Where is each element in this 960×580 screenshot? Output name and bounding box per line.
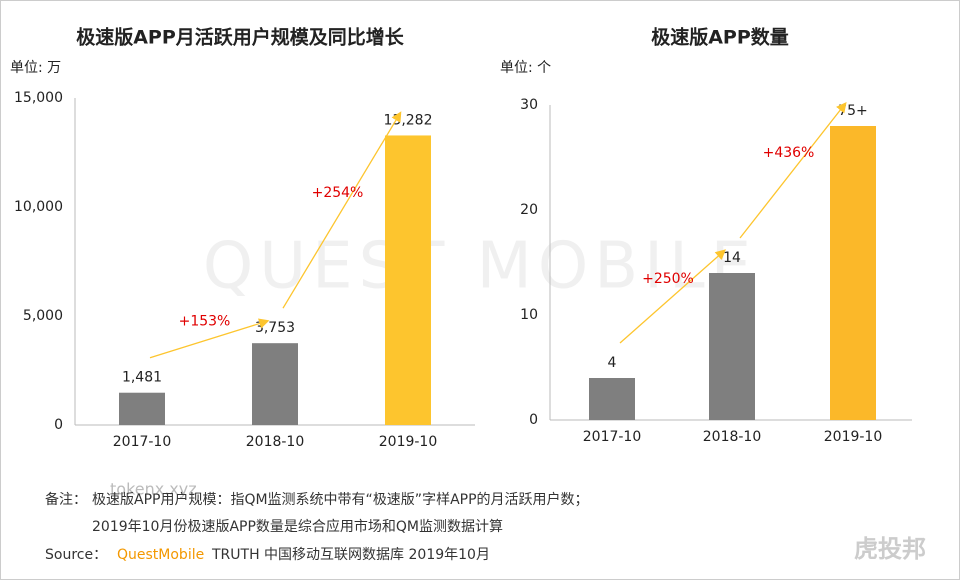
growth-arrow bbox=[282, 111, 402, 309]
watermark-corner: 虎投邦 bbox=[854, 535, 926, 563]
x-tick-label: 2019-10 bbox=[379, 434, 438, 450]
unit-label: 单位: 万 bbox=[10, 60, 61, 76]
growth-label: +254% bbox=[312, 185, 364, 201]
bar bbox=[830, 126, 876, 420]
bar bbox=[119, 392, 165, 425]
y-tick-label: 0 bbox=[54, 417, 63, 433]
watermark-site: tokenx.xyz bbox=[110, 480, 197, 499]
watermark: QUEST MOBILE bbox=[203, 230, 757, 304]
growth-arrow bbox=[619, 249, 726, 344]
y-tick-label: 5,000 bbox=[23, 308, 63, 324]
x-tick-label: 2017-10 bbox=[113, 434, 172, 450]
chart-title: 极速版APP月活跃用户规模及同比增长 bbox=[76, 26, 405, 49]
bar bbox=[385, 135, 431, 425]
value-label: 14 bbox=[723, 250, 741, 266]
value-label: 13,282 bbox=[384, 112, 433, 128]
y-tick-label: 20 bbox=[520, 202, 538, 218]
x-tick-label: 2018-10 bbox=[246, 434, 305, 450]
y-tick-label: 30 bbox=[520, 97, 538, 113]
note-line: 2019年10月份极速版APP数量是综合应用市场和QM监测数据计算 bbox=[92, 518, 503, 535]
note-label: 备注： bbox=[45, 491, 87, 508]
value-label: 4 bbox=[608, 355, 617, 371]
growth-label: +153% bbox=[179, 313, 231, 329]
source-brand: QuestMobile bbox=[117, 547, 204, 563]
growth-arrow bbox=[149, 318, 270, 359]
y-tick-label: 10,000 bbox=[14, 199, 63, 215]
growth-arrow bbox=[739, 101, 847, 239]
y-tick-label: 0 bbox=[529, 412, 538, 428]
bar bbox=[589, 378, 635, 420]
value-label: 75+ bbox=[838, 103, 868, 119]
x-tick-label: 2017-10 bbox=[583, 429, 642, 445]
x-tick-label: 2019-10 bbox=[824, 429, 883, 445]
source-text: TRUTH 中国移动互联网数据库 2019年10月 bbox=[211, 547, 490, 563]
x-tick-label: 2018-10 bbox=[703, 429, 762, 445]
source-label: Source： bbox=[45, 547, 107, 563]
value-label: 1,481 bbox=[122, 370, 162, 386]
chart-title: 极速版APP数量 bbox=[651, 26, 789, 49]
growth-label: +436% bbox=[763, 145, 815, 161]
growth-label: +250% bbox=[642, 271, 694, 287]
y-tick-label: 10 bbox=[520, 307, 538, 323]
bar bbox=[252, 343, 298, 425]
note-line: 极速版APP用户规模：指QM监测系统中带有“极速版”字样APP的月活跃用户数； bbox=[92, 491, 589, 508]
bar bbox=[709, 273, 755, 420]
unit-label: 单位: 个 bbox=[500, 60, 551, 76]
y-tick-label: 15,000 bbox=[14, 90, 63, 106]
